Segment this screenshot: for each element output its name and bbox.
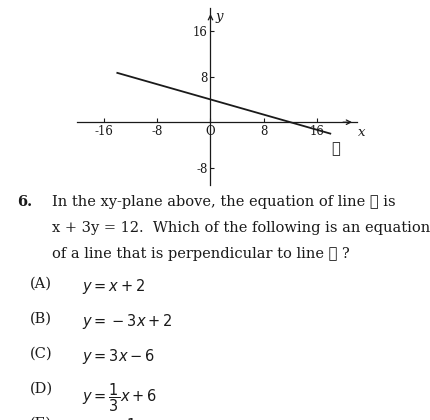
- Text: In the xy-plane above, the equation of line ℓ is: In the xy-plane above, the equation of l…: [52, 195, 395, 209]
- Text: of a line that is perpendicular to line ℓ ?: of a line that is perpendicular to line …: [52, 247, 349, 261]
- Text: (A): (A): [30, 277, 52, 291]
- Text: ℓ: ℓ: [332, 142, 341, 157]
- Text: (C): (C): [30, 346, 53, 360]
- Text: (B): (B): [30, 312, 52, 326]
- Text: $y = \dfrac{1}{3}x+6$: $y = \dfrac{1}{3}x+6$: [82, 381, 157, 414]
- Text: $y = x+2$: $y = x+2$: [82, 277, 145, 296]
- Text: (E): (E): [30, 416, 52, 420]
- Text: $y = -\dfrac{1}{2}x-3$: $y = -\dfrac{1}{2}x-3$: [82, 416, 175, 420]
- Text: $y = 3x-6$: $y = 3x-6$: [82, 346, 155, 365]
- Text: x + 3y = 12.  Which of the following is an equation: x + 3y = 12. Which of the following is a…: [52, 221, 430, 235]
- Text: y: y: [216, 10, 223, 23]
- Text: x: x: [358, 126, 366, 139]
- Text: 6.: 6.: [17, 195, 32, 209]
- Text: (D): (D): [30, 381, 53, 395]
- Text: $y = -3x+2$: $y = -3x+2$: [82, 312, 172, 331]
